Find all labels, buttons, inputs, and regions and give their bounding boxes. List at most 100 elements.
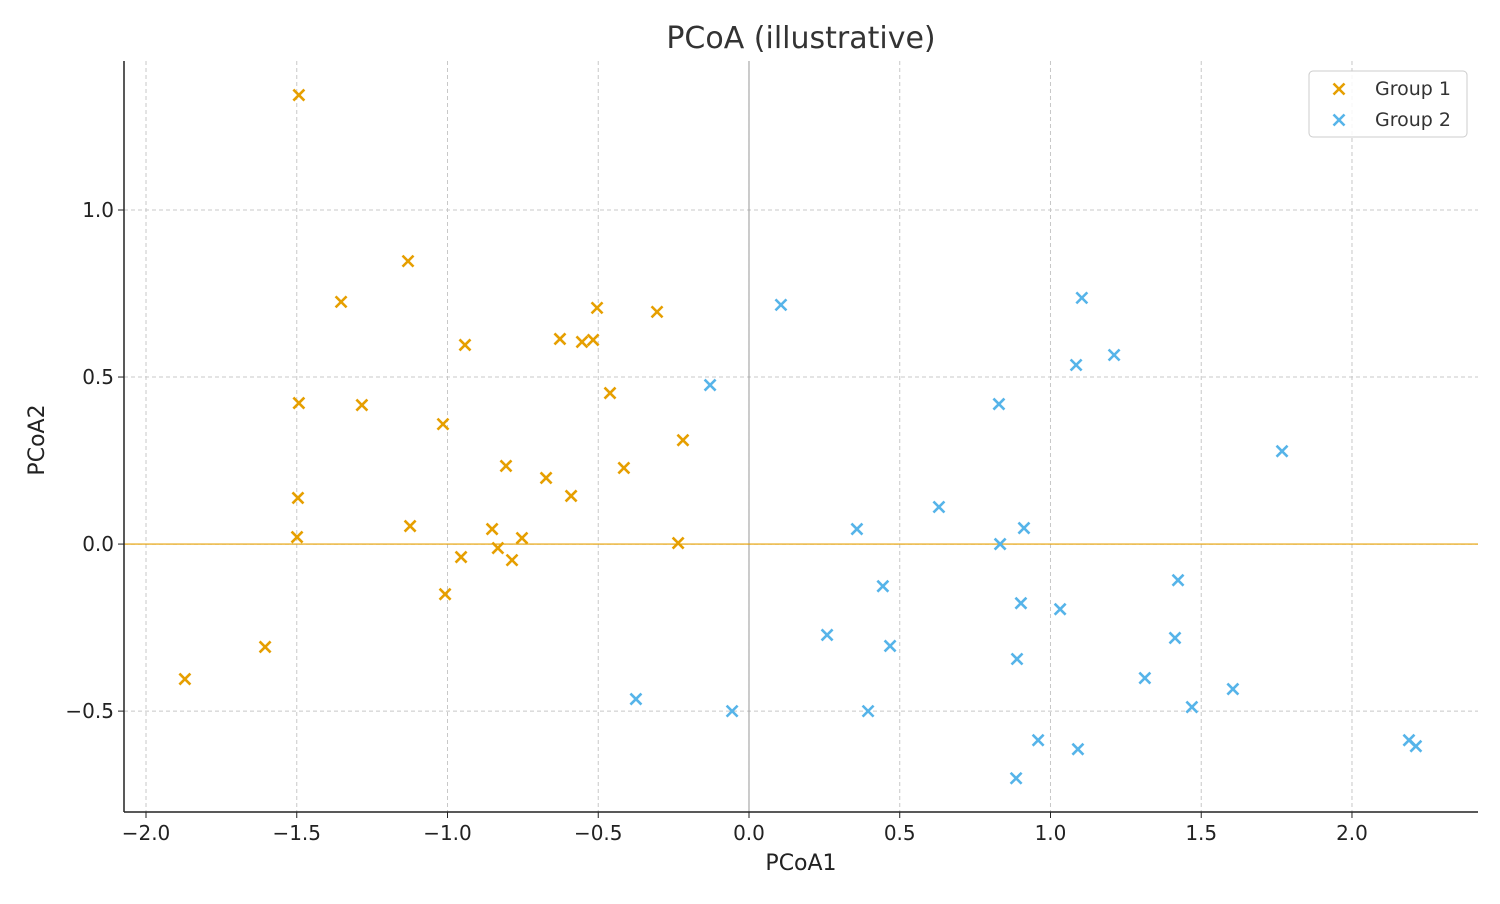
x-marker-stroke: [820, 628, 834, 642]
y-tick-label: 0.0: [82, 532, 114, 556]
data-point: [334, 295, 348, 309]
x-marker-stroke: [1053, 602, 1067, 616]
x-marker-stroke: [178, 672, 192, 686]
x-marker-stroke: [291, 491, 305, 505]
data-point: [553, 332, 567, 346]
y-tick-label: 0.5: [82, 365, 114, 389]
y-tick-label: 1.0: [82, 198, 114, 222]
grid: [124, 61, 1478, 812]
x-marker-stroke: [1171, 573, 1185, 587]
x-marker-stroke: [1069, 358, 1083, 372]
x-marker-stroke: [258, 640, 272, 654]
axes: [123, 61, 1478, 813]
data-point: [438, 587, 452, 601]
x-marker-stroke: [676, 433, 690, 447]
x-marker-stroke: [292, 396, 306, 410]
x-marker-stroke: [458, 338, 472, 352]
x-marker-stroke: [505, 553, 519, 567]
data-point: [1075, 291, 1089, 305]
data-point: [820, 628, 834, 642]
data-point: [992, 397, 1006, 411]
x-marker-stroke: [1014, 596, 1028, 610]
x-marker-stroke: [436, 417, 450, 431]
x-marker-stroke: [1138, 671, 1152, 685]
x-marker-stroke: [774, 298, 788, 312]
x-marker-stroke: [1332, 82, 1346, 96]
data-point: [515, 531, 529, 545]
x-marker-stroke: [617, 461, 631, 475]
data-point: [725, 704, 739, 718]
data-point: [850, 522, 864, 536]
x-marker-stroke: [539, 471, 553, 485]
data-point: [539, 471, 553, 485]
data-point: [617, 461, 631, 475]
data-points: [178, 88, 1423, 785]
data-point: [355, 398, 369, 412]
data-point: [629, 692, 643, 706]
data-point: [876, 579, 890, 593]
x-marker-stroke: [1071, 742, 1085, 756]
x-marker-stroke: [883, 639, 897, 653]
x-tick-label: −2.0: [122, 821, 171, 845]
series-2: [629, 291, 1423, 785]
data-point: [564, 489, 578, 503]
x-marker-stroke: [403, 519, 417, 533]
data-point: [1226, 682, 1240, 696]
x-marker-stroke: [553, 332, 567, 346]
x-marker-stroke: [1009, 771, 1023, 785]
x-marker-stroke: [1409, 739, 1423, 753]
x-marker-stroke: [586, 333, 600, 347]
reference-lines: [124, 61, 1478, 812]
x-marker-stroke: [575, 335, 589, 349]
data-point: [1171, 573, 1185, 587]
x-marker-stroke: [515, 531, 529, 545]
x-tick-label: −1.5: [272, 821, 321, 845]
y-axis-label: PCoA2: [25, 404, 50, 475]
legend-marker-1: [1332, 82, 1346, 96]
data-point: [774, 298, 788, 312]
legend-marker-2: [1332, 113, 1346, 127]
data-point: [401, 254, 415, 268]
x-marker-stroke: [1010, 652, 1024, 666]
data-point: [1031, 733, 1045, 747]
x-marker-stroke: [992, 397, 1006, 411]
data-point: [1010, 652, 1024, 666]
data-point: [1275, 444, 1289, 458]
x-tick-label: 0.5: [884, 821, 916, 845]
data-point: [485, 522, 499, 536]
data-point: [291, 491, 305, 505]
x-marker-stroke: [485, 522, 499, 536]
y-tick-label: −0.5: [65, 699, 114, 723]
data-point: [590, 301, 604, 315]
data-point: [650, 305, 664, 319]
x-marker-stroke: [629, 692, 643, 706]
data-point: [1014, 596, 1028, 610]
series-1: [178, 88, 690, 686]
data-point: [1138, 671, 1152, 685]
x-marker-stroke: [292, 88, 306, 102]
x-marker-stroke: [454, 550, 468, 564]
x-marker-stroke: [355, 398, 369, 412]
x-marker-stroke: [603, 386, 617, 400]
x-marker-stroke: [1031, 733, 1045, 747]
x-marker-stroke: [1402, 733, 1416, 747]
legend-box: [1308, 70, 1468, 138]
data-point: [290, 530, 304, 544]
x-marker-stroke: [499, 459, 513, 473]
x-marker-stroke: [671, 536, 685, 550]
data-point: [1017, 521, 1031, 535]
x-tick-label: 1.0: [1035, 821, 1067, 845]
x-marker-stroke: [1075, 291, 1089, 305]
x-marker-stroke: [1332, 113, 1346, 127]
data-point: [586, 333, 600, 347]
data-point: [1053, 602, 1067, 616]
data-point: [458, 338, 472, 352]
x-marker-stroke: [1107, 348, 1121, 362]
x-axis-label: PCoA1: [765, 851, 836, 876]
data-point: [1107, 348, 1121, 362]
data-point: [603, 386, 617, 400]
data-point: [258, 640, 272, 654]
data-point: [861, 704, 875, 718]
x-tick-label: −0.5: [574, 821, 623, 845]
